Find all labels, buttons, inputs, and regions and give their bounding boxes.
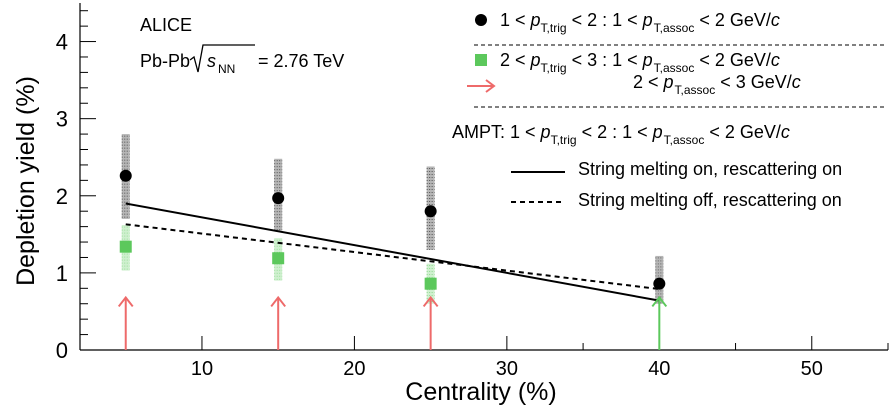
experiment-label: ALICE [140,15,192,35]
arrow-head [422,295,439,308]
arrow-head [651,295,668,308]
x-tick-label: 10 [191,358,213,380]
energy-subscript: NN [218,62,235,76]
y-axis-label: Depletion yield (%) [12,76,40,286]
legend-marker-circle [475,14,487,26]
model-line-solid [125,202,660,302]
axis-ticks: 10 20 30 40 50 0 1 2 3 4 [56,10,889,380]
data-point-square [272,252,285,265]
y-tick-label: 0 [56,338,68,363]
legend: 1 < pT,trig < 2 : 1 < pT,assoc < 2 GeV/c… [452,10,886,210]
system-label: Pb-Pb [140,51,190,71]
plot-axes [79,3,888,351]
x-tick-label: 20 [343,358,365,380]
data-point-circle [119,169,132,182]
legend-ampt-on: String melting on, rescattering on [578,159,842,179]
data-marks [117,134,668,350]
x-axis-label: Centrality (%) [405,378,556,406]
legend-ampt-off: String melting off, rescattering on [578,190,842,210]
data-point-circle [653,277,666,290]
energy-annotation: Pb-Pb s NN = 2.76 TeV [140,44,344,76]
model-line-dashed [125,223,660,291]
data-point-square [119,240,132,253]
data-point-square [424,277,437,290]
data-point-circle [424,205,437,218]
legend-series2: 2 < pT,trig < 3 : 1 < pT,assoc < 2 GeV/c [500,50,780,75]
upper-limit-arrow [422,295,439,350]
upper-limit-arrow [270,295,286,350]
legend-series1: 1 < pT,trig < 2 : 1 < pT,assoc < 2 GeV/c [500,10,780,35]
x-tick-label: 50 [801,358,823,380]
legend-arrow-marker [467,79,496,93]
y-tick-label: 3 [56,107,68,132]
y-tick-label: 4 [56,30,68,55]
upper-limit-arrow [651,295,668,350]
y-tick-label: 1 [56,261,68,286]
svg-text:s: s [207,51,216,71]
arrow-head [117,295,134,308]
data-point-circle [272,192,285,205]
energy-value: = 2.76 TeV [258,51,344,71]
legend-marker-square [475,54,487,66]
x-tick-label: 30 [496,358,518,380]
legend-ampt-header: AMPT: 1 < pT,trig < 2 : 1 < pT,assoc < 2… [452,122,790,147]
arrow-head [270,295,286,308]
y-tick-label: 2 [56,184,68,209]
sqrt-sign [189,44,255,73]
energy-symbol: s [207,51,216,71]
x-tick-label: 40 [648,358,670,380]
legend-series2-limit: 2 < pT,assoc < 3 GeV/c [633,72,801,97]
upper-limit-arrow [117,295,134,350]
